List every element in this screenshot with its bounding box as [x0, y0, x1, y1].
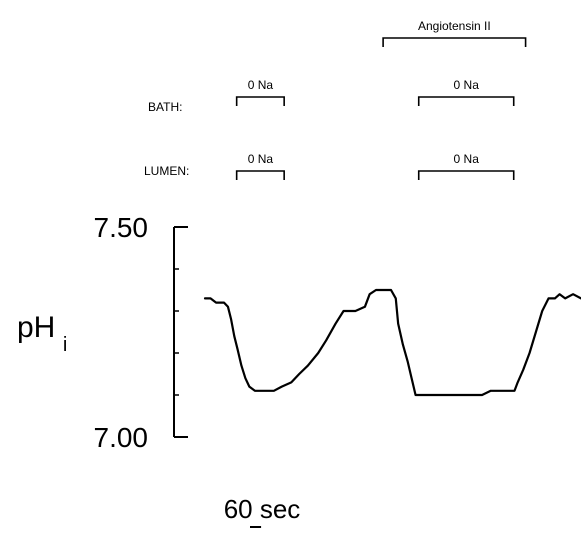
y-axis-label-main: pH	[17, 311, 55, 344]
y-axis-label: pH i	[17, 311, 67, 356]
time-scale-bar: 60 sec	[224, 494, 301, 528]
protocol-bracket-label: 0 Na	[454, 152, 480, 166]
y-axis-label-subscript: i	[63, 334, 67, 356]
protocol-bracket-lumen: 0 Na	[235, 152, 285, 180]
protocol-bracket-line	[417, 96, 515, 106]
protocol-bracket-bath: 0 Na	[417, 78, 515, 106]
protocol-bracket-label: Angiotensin II	[418, 19, 491, 33]
time-scale-label: 60 sec	[224, 494, 301, 524]
y-tick-label: 7.00	[94, 422, 149, 453]
ph-trace-line	[203, 288, 581, 397]
protocol-bracket-line	[235, 96, 285, 106]
protocol-bracket-lumen: 0 Na	[417, 152, 515, 180]
brackets-layer: Angiotensin II 0 Na 0 Na 0 Na 0 Na	[235, 19, 527, 180]
protocol-bracket-line	[382, 37, 527, 47]
lumen-row-label: LUMEN:	[144, 164, 189, 178]
bath-row-label: BATH:	[148, 100, 182, 114]
protocol-bracket-line	[235, 170, 285, 180]
protocol-bracket-label: 0 Na	[454, 78, 480, 92]
protocol-bracket-label: 0 Na	[248, 78, 274, 92]
protocol-bracket-line	[417, 170, 515, 180]
protocol-bracket-bath: 0 Na	[235, 78, 285, 106]
protocol-bracket-angiotensin: Angiotensin II	[382, 19, 527, 47]
protocol-bracket-label: 0 Na	[248, 152, 274, 166]
axes-layer: 7.50 7.00	[94, 212, 188, 453]
y-tick-label: 7.50	[94, 212, 149, 243]
